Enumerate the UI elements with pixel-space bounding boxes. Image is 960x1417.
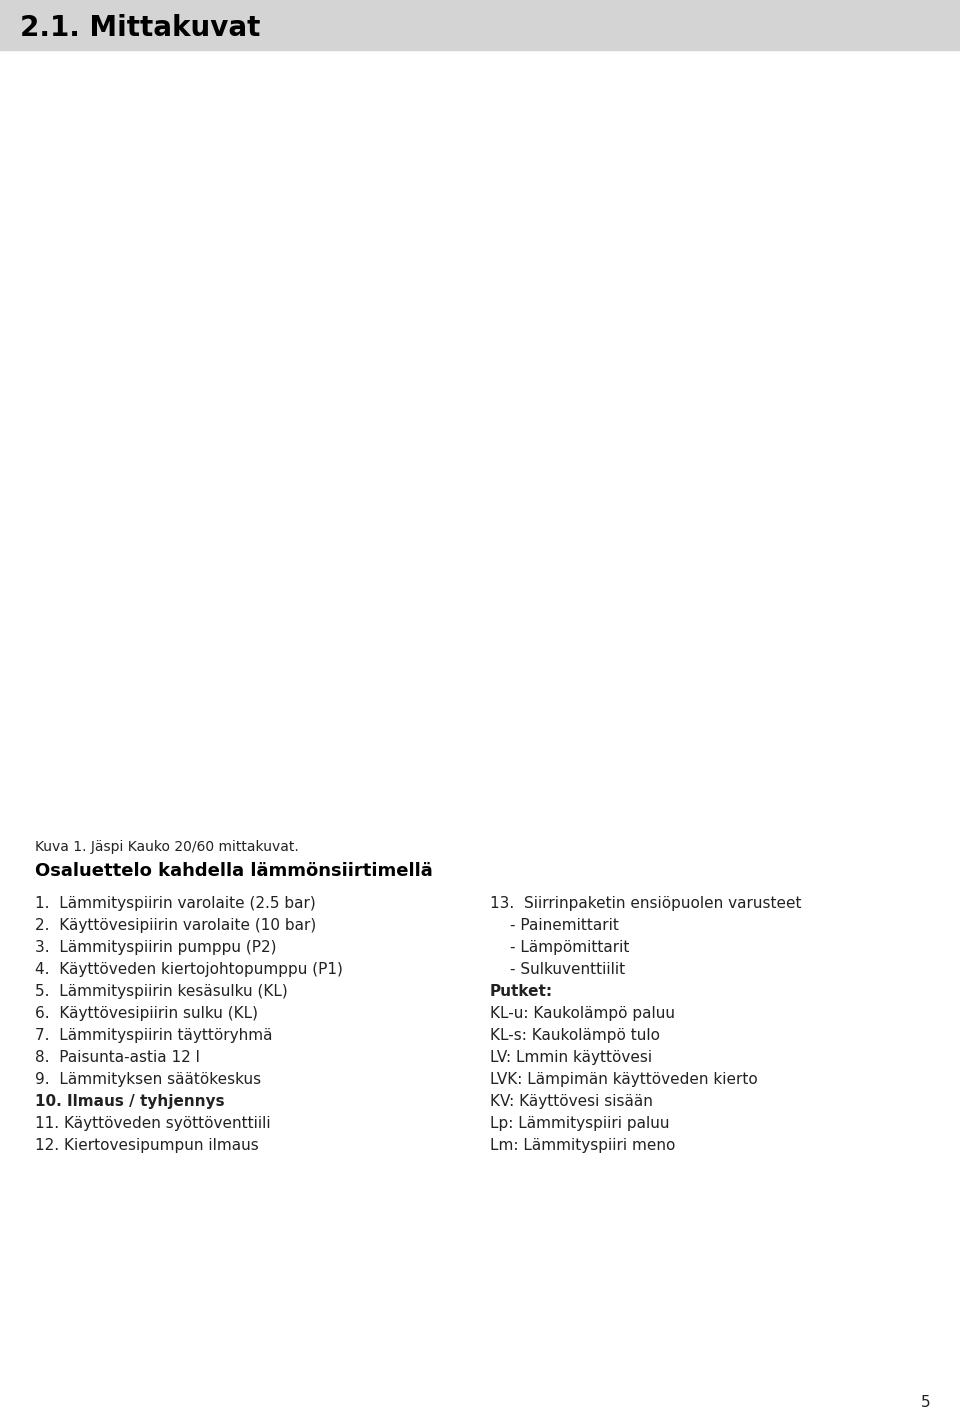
Text: 9.  Lämmityksen säätökeskus: 9. Lämmityksen säätökeskus	[35, 1073, 261, 1087]
Text: 3.  Lämmityspiirin pumppu (P2): 3. Lämmityspiirin pumppu (P2)	[35, 939, 276, 955]
Text: LV: Lmmin käyttövesi: LV: Lmmin käyttövesi	[490, 1050, 652, 1066]
Text: 11. Käyttöveden syöttöventtiili: 11. Käyttöveden syöttöventtiili	[35, 1117, 271, 1131]
Text: LVK: Lämpimän käyttöveden kierto: LVK: Lämpimän käyttöveden kierto	[490, 1073, 757, 1087]
Text: KV: Käyttövesi sisään: KV: Käyttövesi sisään	[490, 1094, 653, 1110]
Text: 10. Ilmaus / tyhjennys: 10. Ilmaus / tyhjennys	[35, 1094, 225, 1110]
Text: - Sulkuventtiilit: - Sulkuventtiilit	[510, 962, 625, 976]
Text: - Lämpömittarit: - Lämpömittarit	[510, 939, 630, 955]
Text: Lp: Lämmityspiiri paluu: Lp: Lämmityspiiri paluu	[490, 1117, 669, 1131]
Text: 1.  Lämmityspiirin varolaite (2.5 bar): 1. Lämmityspiirin varolaite (2.5 bar)	[35, 896, 316, 911]
Text: Osaluettelo kahdella lämmönsiirtimellä: Osaluettelo kahdella lämmönsiirtimellä	[35, 862, 433, 880]
Text: 2.  Käyttövesipiirin varolaite (10 bar): 2. Käyttövesipiirin varolaite (10 bar)	[35, 918, 316, 932]
Text: 6.  Käyttövesipiirin sulku (KL): 6. Käyttövesipiirin sulku (KL)	[35, 1006, 258, 1022]
Text: - Painemittarit: - Painemittarit	[510, 918, 619, 932]
Text: 4.  Käyttöveden kiertojohtopumppu (P1): 4. Käyttöveden kiertojohtopumppu (P1)	[35, 962, 343, 976]
Text: 8.  Paisunta-astia 12 l: 8. Paisunta-astia 12 l	[35, 1050, 200, 1066]
Text: Kuva 1. Jäspi Kauko 20/60 mittakuvat.: Kuva 1. Jäspi Kauko 20/60 mittakuvat.	[35, 840, 299, 854]
Text: 13.  Siirrinpaketin ensiöpuolen varusteet: 13. Siirrinpaketin ensiöpuolen varusteet	[490, 896, 802, 911]
Text: Lm: Lämmityspiiri meno: Lm: Lämmityspiiri meno	[490, 1138, 676, 1153]
Text: 12. Kiertovesipumpun ilmaus: 12. Kiertovesipumpun ilmaus	[35, 1138, 259, 1153]
Text: 7.  Lämmityspiirin täyttöryhmä: 7. Lämmityspiirin täyttöryhmä	[35, 1027, 273, 1043]
Text: KL-s: Kaukolämpö tulo: KL-s: Kaukolämpö tulo	[490, 1027, 660, 1043]
Text: Putket:: Putket:	[490, 983, 553, 999]
Text: 5: 5	[921, 1394, 930, 1410]
Text: 5.  Lämmityspiirin kesäsulku (KL): 5. Lämmityspiirin kesäsulku (KL)	[35, 983, 288, 999]
Text: 2.1. Mittakuvat: 2.1. Mittakuvat	[20, 14, 260, 43]
Bar	[0, 0, 960, 50]
Text: KL-u: Kaukolämpö paluu: KL-u: Kaukolämpö paluu	[490, 1006, 675, 1022]
